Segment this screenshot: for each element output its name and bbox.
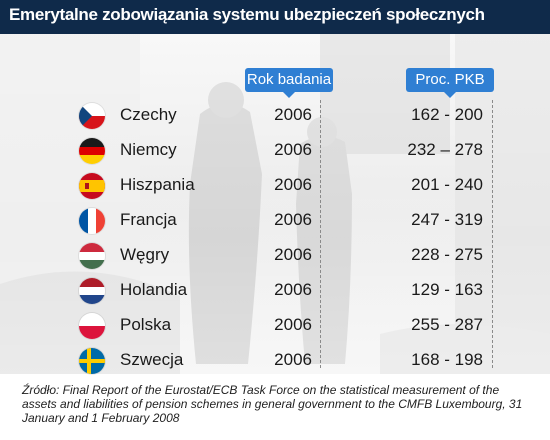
table-row: Niemcy 2006 232 – 278 xyxy=(0,133,550,167)
title-bar: Emerytalne zobowiązania systemu ubezpiec… xyxy=(0,0,550,34)
survey-year: 2006 xyxy=(274,175,312,194)
survey-year: 2006 xyxy=(274,315,312,334)
country-name: Niemcy xyxy=(120,140,177,159)
country-name: Hiszpania xyxy=(120,175,195,194)
gdp-percent-range: 162 - 200 xyxy=(411,105,483,124)
country-name: Czechy xyxy=(120,105,177,124)
country-name: Polska xyxy=(120,315,172,334)
country-name: Francja xyxy=(120,210,177,229)
gdp-percent-range: 255 - 287 xyxy=(411,315,483,334)
swedish-flag-icon xyxy=(79,348,105,374)
german-flag-icon xyxy=(79,138,105,164)
french-flag-icon xyxy=(79,208,105,234)
survey-year: 2006 xyxy=(274,140,312,159)
survey-year: 2006 xyxy=(274,245,312,264)
gdp-percent-range: 228 - 275 xyxy=(411,245,483,264)
country-name: Szwecja xyxy=(120,350,184,369)
chart-title: Emerytalne zobowiązania systemu ubezpiec… xyxy=(9,5,485,24)
gdp-percent-range: 129 - 163 xyxy=(411,280,483,299)
hungarian-flag-icon xyxy=(79,243,105,269)
czech-flag-icon xyxy=(79,103,105,129)
table-row: Węgry 2006 228 - 275 xyxy=(0,238,550,272)
gdp-percent-range: 168 - 198 xyxy=(411,350,483,369)
table-row: Szwecja 2006 168 - 198 xyxy=(0,343,550,377)
spanish-flag-icon xyxy=(79,173,105,199)
table-row: Holandia 2006 129 - 163 xyxy=(0,273,550,307)
survey-year: 2006 xyxy=(274,105,312,124)
survey-year: 2006 xyxy=(274,350,312,369)
survey-year: 2006 xyxy=(274,210,312,229)
source-note: Źródło: Final Report of the Eurostat/ECB… xyxy=(22,383,523,425)
country-name: Holandia xyxy=(120,280,188,299)
column-header-pkb: Proc. PKB xyxy=(406,68,494,98)
table-row: Hiszpania 2006 201 - 240 xyxy=(0,168,550,202)
dutch-flag-icon xyxy=(79,278,105,304)
table-row: Czechy 2006 162 - 200 xyxy=(0,98,550,132)
column-divider xyxy=(492,100,493,368)
polish-flag-icon xyxy=(79,313,105,339)
country-name: Węgry xyxy=(120,245,170,264)
column-header-year: Rok badania xyxy=(245,68,333,98)
gdp-percent-range: 232 – 278 xyxy=(407,140,483,159)
background-figures-image xyxy=(0,34,550,374)
table-row: Francja 2006 247 - 319 xyxy=(0,203,550,237)
gdp-percent-range: 201 - 240 xyxy=(411,175,483,194)
survey-year: 2006 xyxy=(274,280,312,299)
gdp-percent-range: 247 - 319 xyxy=(411,210,483,229)
table-row: Polska 2006 255 - 287 xyxy=(0,308,550,342)
column-divider xyxy=(320,100,321,368)
